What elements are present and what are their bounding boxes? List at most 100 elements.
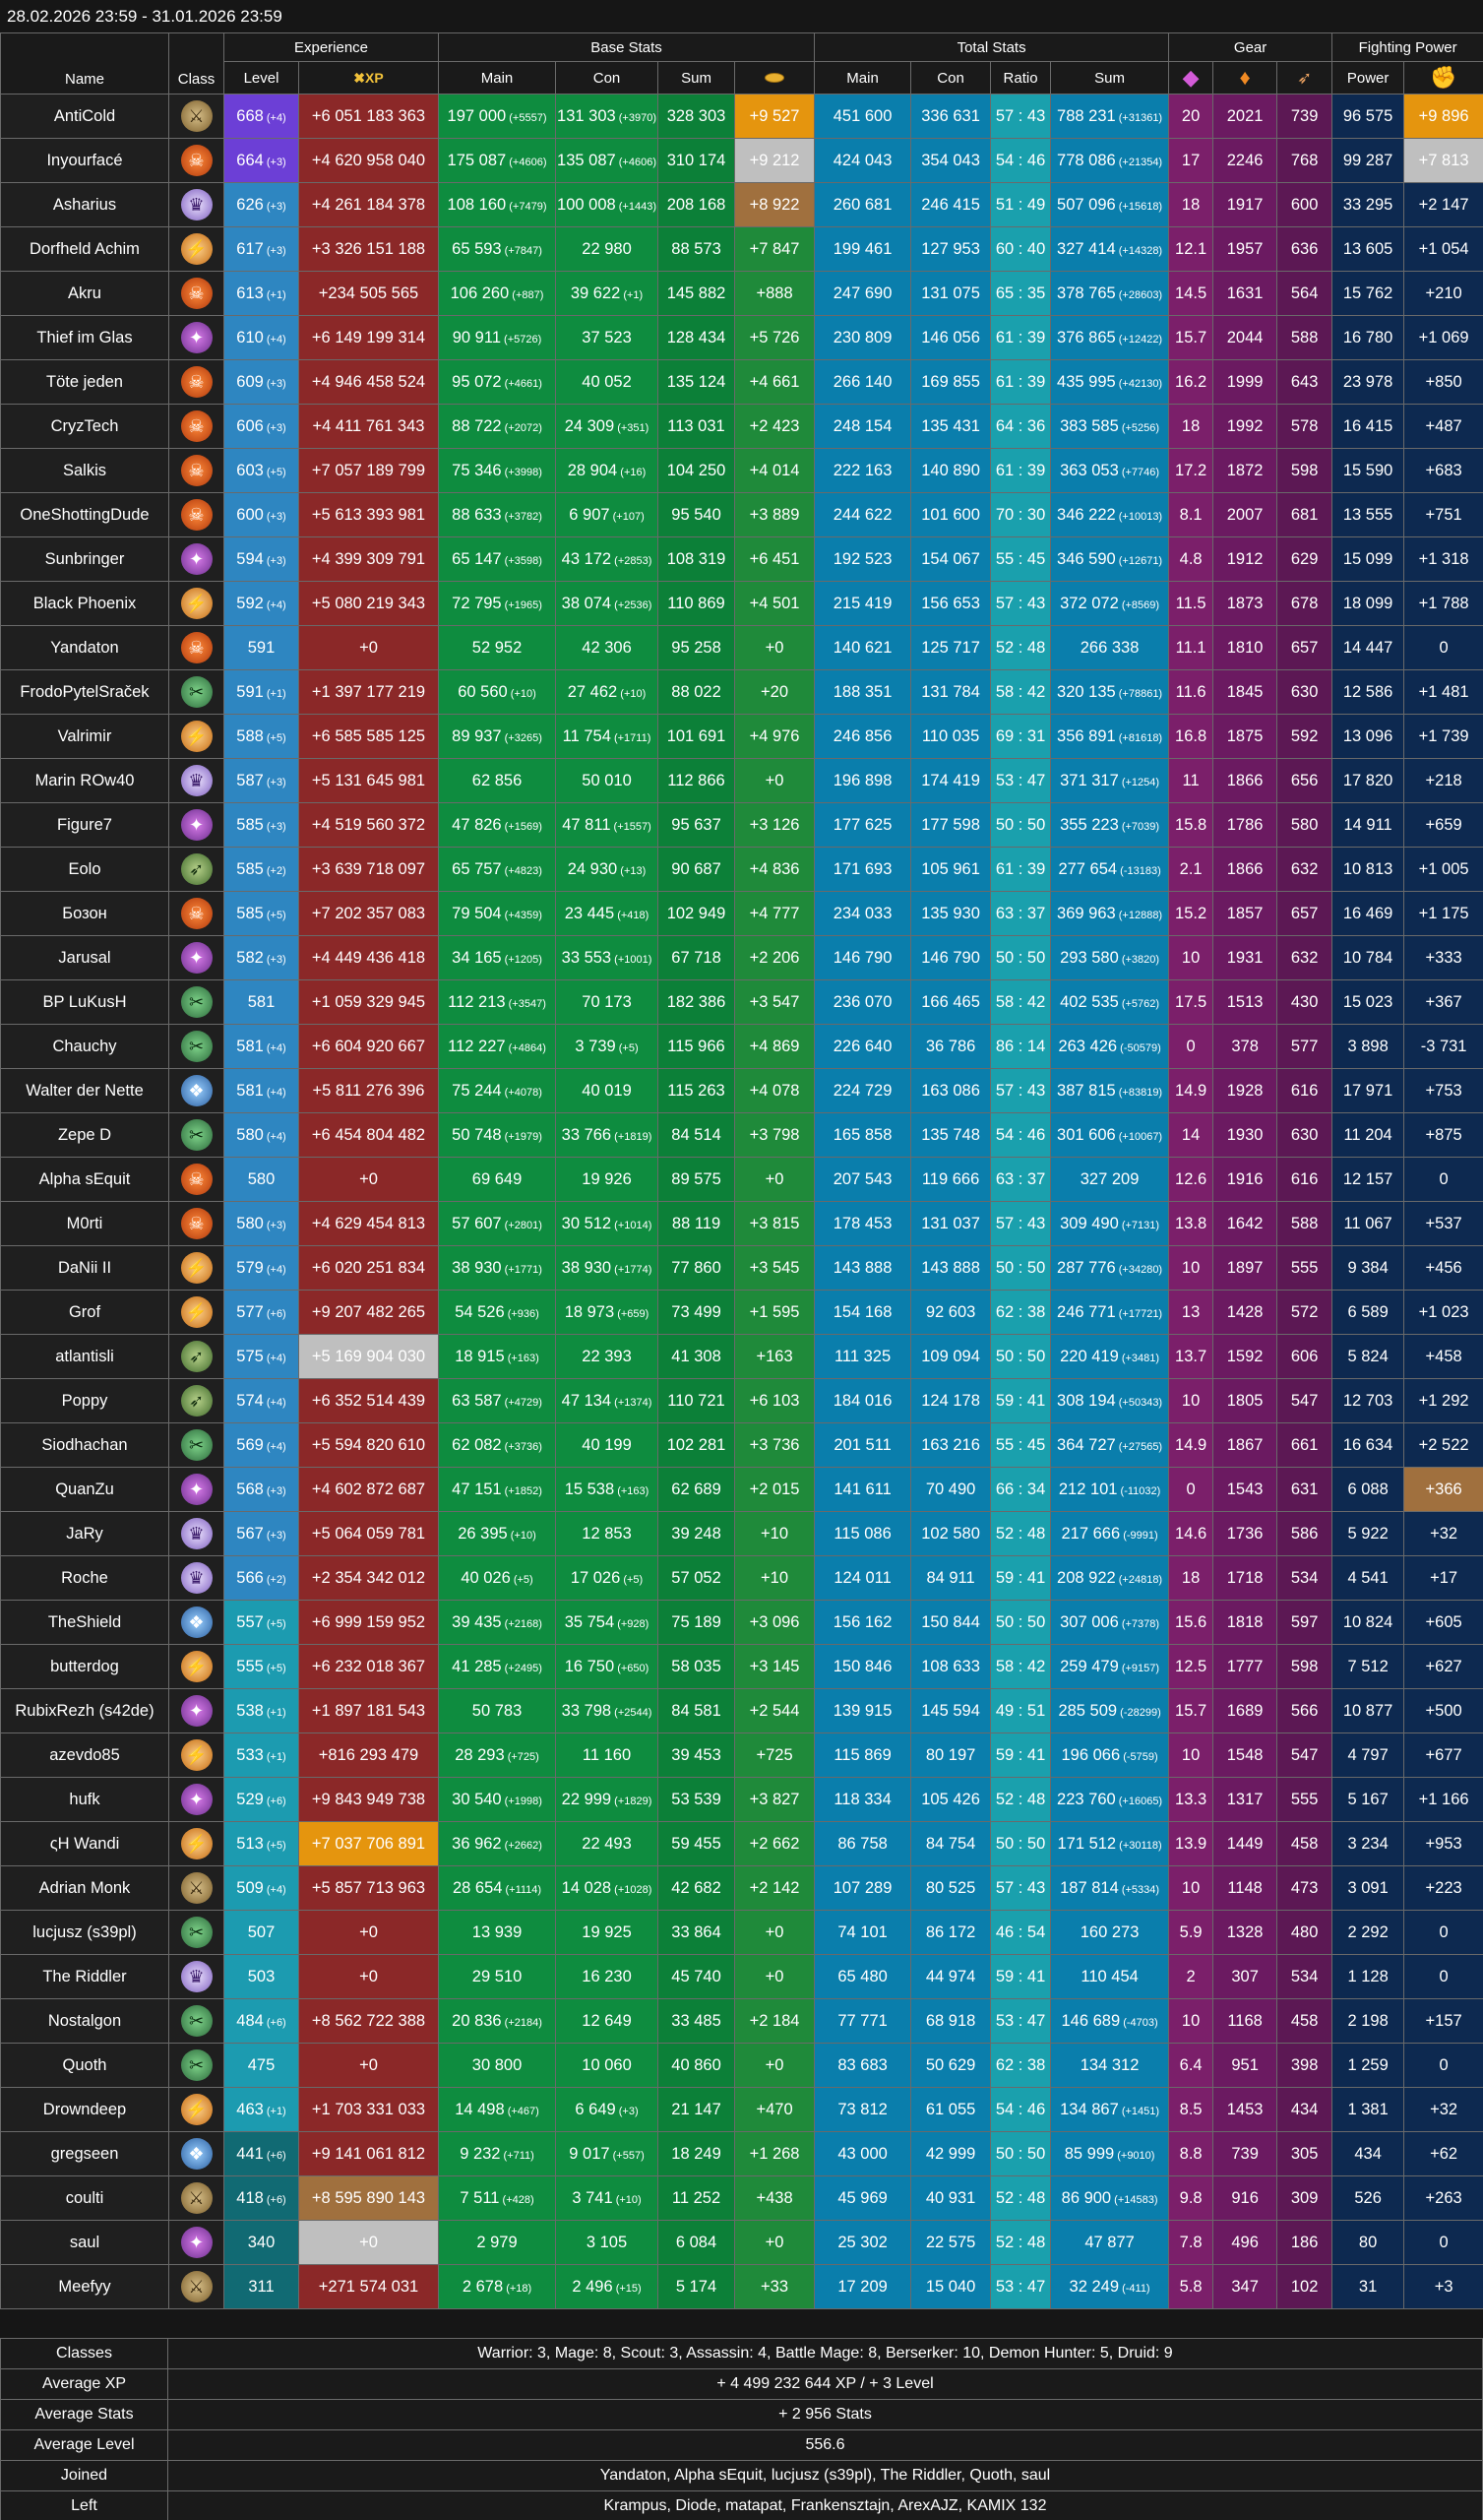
col-gear3-header[interactable]: ➶	[1276, 61, 1333, 94]
col-power-delta-header[interactable]: ✊	[1403, 61, 1483, 94]
table-row[interactable]: Adrian Monk ⚔ 509 (+4) +5 857 713 963 28 654…	[0, 1865, 1483, 1911]
table-row[interactable]: butterdog ⚡ 555 (+5) +6 232 018 367 41 285 (…	[0, 1644, 1483, 1689]
table-row[interactable]: QuanZu ✦ 568 (+3) +4 602 872 687 47 151 (+18…	[0, 1467, 1483, 1512]
gear1-cell-value: 12.6	[1175, 1169, 1207, 1188]
mage-class-icon: ✦	[180, 1784, 213, 1815]
dh-class-icon: ♛	[180, 1961, 213, 1992]
table-row[interactable]: TheShield ❖ 557 (+5) +6 999 159 952 39 435 (…	[0, 1600, 1483, 1645]
table-row[interactable]: FrodoPytelSraček ✂ 591 (+1) +1 397 177 219 6…	[0, 669, 1483, 715]
table-row[interactable]: Quoth ✂ 475 +0 30 800 10 060 40 860 +0 83 683 50 …	[0, 2043, 1483, 2088]
col-total-sum-header[interactable]: Sum	[1050, 61, 1170, 94]
col-total-con-header[interactable]: Con	[910, 61, 992, 94]
table-row[interactable]: DaNii II ⚡ 579 (+4) +6 020 251 834 38 930 (+…	[0, 1245, 1483, 1291]
table-row[interactable]: Marin ROw40 ♛ 587 (+3) +5 131 645 981 62 856…	[0, 758, 1483, 803]
table-row[interactable]: Yandaton ☠ 591 +0 52 952 42 306 95 258 +0 140 62…	[0, 625, 1483, 670]
table-row[interactable]: Siodhachan ✂ 569 (+4) +5 594 820 610 62 082 …	[0, 1422, 1483, 1468]
base-sum-cell-value: 77 860	[671, 1258, 721, 1277]
table-row[interactable]: saul ✦ 340 +0 2 979 3 105 6 084 +0 25 302 22 575 5…	[0, 2220, 1483, 2265]
table-row[interactable]: Alpha sEquit ☠ 580 +0 69 649 19 926 89 575 +0 20…	[0, 1157, 1483, 1202]
table-row[interactable]: Töte jeden ☠ 609 (+3) +4 946 458 524 95 072 …	[0, 359, 1483, 405]
level-cell: 580 (+4)	[223, 1112, 299, 1158]
col-main-header[interactable]: Main	[438, 61, 557, 94]
base-main-cell: 112 227 (+4864)	[438, 1024, 557, 1069]
base-delta-cell-value: +2 544	[749, 1701, 800, 1720]
table-row[interactable]: Meefyy ⚔ 311 +271 574 031 2 678 (+18) 2 496 (…	[0, 2264, 1483, 2309]
table-row[interactable]: Salkis ☠ 603 (+5) +7 057 189 799 75 346 (+39…	[0, 448, 1483, 493]
table-row[interactable]: JaRy ♛ 567 (+3) +5 064 059 781 26 395 (+10) 1…	[0, 1511, 1483, 1556]
ratio-cell-value: 57 : 43	[995, 1214, 1046, 1232]
table-row[interactable]: RubixRezh (s42de) ✦ 538 (+1) +1 897 181 543…	[0, 1688, 1483, 1733]
total-sum-cell-delta: (+1451)	[1118, 2105, 1160, 2117]
table-row[interactable]: Roche ♛ 566 (+2) +2 354 342 012 40 026 (+5) 1…	[0, 1555, 1483, 1601]
table-row[interactable]: CryzTech ☠ 606 (+3) +4 411 761 343 88 722 (+…	[0, 404, 1483, 449]
col-xp-header[interactable]: ✖XP	[297, 61, 440, 94]
power-cell-value: 6 589	[1347, 1302, 1389, 1321]
table-row[interactable]: Valrimir ⚡ 588 (+5) +6 585 585 125 89 937 (+…	[0, 714, 1483, 759]
col-name-header[interactable]: Name	[0, 32, 169, 94]
table-row[interactable]: BP LuKusH ✂ 581 +1 059 329 945 112 213 (+354…	[0, 979, 1483, 1025]
table-row[interactable]: Thief im Glas ✦ 610 (+4) +6 149 199 314 90 9…	[0, 315, 1483, 360]
table-row[interactable]: Eolo ➶ 585 (+2) +3 639 718 097 65 757 (+4823…	[0, 847, 1483, 892]
table-row[interactable]: Walter der Nette ❖ 581 (+4) +5 811 276 396 7…	[0, 1068, 1483, 1113]
gear1-cell: 15.7	[1168, 1688, 1214, 1733]
col-con-header[interactable]: Con	[555, 61, 659, 94]
table-row[interactable]: Zepe D ✂ 580 (+4) +6 454 804 482 50 748 (+19…	[0, 1112, 1483, 1158]
level-cell: 475	[223, 2043, 299, 2088]
gear3-cell-value: 632	[1290, 948, 1319, 967]
table-row[interactable]: Chauchy ✂ 581 (+4) +6 604 920 667 112 227 (+…	[0, 1024, 1483, 1069]
gear2-cell-value: 1930	[1226, 1125, 1264, 1144]
table-row[interactable]: Nostalgon ✂ 484 (+6) +8 562 722 388 20 836 (…	[0, 1998, 1483, 2044]
power-cell-value: 2 198	[1347, 2011, 1389, 2030]
class-cell: ✂	[168, 1998, 224, 2044]
table-row[interactable]: gregseen ❖ 441 (+6) +9 141 061 812 9 232 (+7…	[0, 2131, 1483, 2176]
ratio-cell-value: 54 : 46	[995, 151, 1046, 169]
gear3-cell: 577	[1276, 1024, 1333, 1069]
col-level-header[interactable]: Level	[223, 61, 299, 94]
table-row[interactable]: hufk ✦ 529 (+6) +9 843 949 738 30 540 (+1998…	[0, 1777, 1483, 1822]
table-row[interactable]: atlantisli ➶ 575 (+4) +5 169 904 030 18 915 …	[0, 1334, 1483, 1379]
table-row[interactable]: ςH Wandi ⚡ 513 (+5) +7 037 706 891 36 962 (+…	[0, 1821, 1483, 1866]
base-sum-cell: 75 189	[657, 1600, 736, 1645]
table-row[interactable]: Dorfheld Achim ⚡ 617 (+3) +3 326 151 188 65 …	[0, 226, 1483, 272]
col-total-main-header[interactable]: Main	[814, 61, 912, 94]
base-main-cell-delta: (+711)	[500, 2149, 534, 2162]
col-sum-header[interactable]: Sum	[657, 61, 736, 94]
table-row[interactable]: AntiCold ⚔ 668 (+4) +6 051 183 363 197 000 (…	[0, 94, 1483, 139]
power-delta-cell-value: +659	[1425, 815, 1462, 834]
col-ratio-header[interactable]: Ratio	[990, 61, 1052, 94]
ratio-cell-value: 61 : 39	[995, 328, 1046, 346]
table-row[interactable]: OneShottingDude ☠ 600 (+3) +5 613 393 981 88…	[0, 492, 1483, 537]
table-row[interactable]: azevdo85 ⚡ 533 (+1) +816 293 479 28 293 (+72…	[0, 1732, 1483, 1778]
table-row[interactable]: The Riddler ♛ 503 +0 29 510 16 230 45 740 +0 65 …	[0, 1954, 1483, 1999]
table-row[interactable]: Poppy ➶ 574 (+4) +6 352 514 439 63 587 (+472…	[0, 1378, 1483, 1423]
ratio-cell-value: 65 : 35	[995, 284, 1046, 302]
base-con-cell-delta: (+1)	[620, 288, 644, 301]
table-row[interactable]: Бозон ☠ 585 (+5) +7 202 357 083 79 504 (+435…	[0, 891, 1483, 936]
col-gold-header[interactable]	[734, 61, 816, 94]
table-row[interactable]: Sunbringer ✦ 594 (+3) +4 399 309 791 65 147 …	[0, 536, 1483, 582]
col-class-header[interactable]: Class	[168, 32, 224, 94]
gear1-cell-value: 5.9	[1179, 1922, 1203, 1941]
table-row[interactable]: lucjusz (s39pl) ✂ 507 +0 13 939 19 925 33 864 +…	[0, 1910, 1483, 1955]
player-name: Asharius	[0, 182, 169, 227]
total-sum-cell-value: 47 877	[1084, 2233, 1135, 2251]
table-row[interactable]: Drowndeep ⚡ 463 (+1) +1 703 331 033 14 498 (…	[0, 2087, 1483, 2132]
table-row[interactable]: Figure7 ✦ 585 (+3) +4 519 560 372 47 826 (+1…	[0, 802, 1483, 848]
base-delta-cell: +3 736	[734, 1422, 816, 1468]
table-row[interactable]: Jarusal ✦ 582 (+3) +4 449 436 418 34 165 (+1…	[0, 935, 1483, 980]
table-row[interactable]: coulti ⚔ 418 (+6) +8 595 890 143 7 511 (+428…	[0, 2175, 1483, 2221]
table-row[interactable]: Inyourfacé ☠ 664 (+3) +4 620 958 040 175 087…	[0, 138, 1483, 183]
table-row[interactable]: Asharius ♛ 626 (+3) +4 261 184 378 108 160 (…	[0, 182, 1483, 227]
power-cell: 526	[1331, 2175, 1405, 2221]
gear3-cell: 616	[1276, 1157, 1333, 1202]
table-row[interactable]: M0rti ☠ 580 (+3) +4 629 454 813 57 607 (+280…	[0, 1201, 1483, 1246]
gear1-cell-value: 11.1	[1175, 638, 1206, 657]
col-power-header[interactable]: Power	[1331, 61, 1405, 94]
level-cell: 507	[223, 1910, 299, 1955]
table-row[interactable]: Akru ☠ 613 (+1) +234 505 565 106 260 (+887) 3…	[0, 271, 1483, 316]
col-gear2-header[interactable]: ♦	[1212, 61, 1278, 94]
col-gear1-header[interactable]: ◆	[1168, 61, 1214, 94]
table-row[interactable]: Grof ⚡ 577 (+6) +9 207 482 265 54 526 (+936)…	[0, 1290, 1483, 1335]
table-row[interactable]: Black Phoenix ⚡ 592 (+4) +5 080 219 343 72 7…	[0, 581, 1483, 626]
level-cell: 509 (+4)	[223, 1865, 299, 1911]
